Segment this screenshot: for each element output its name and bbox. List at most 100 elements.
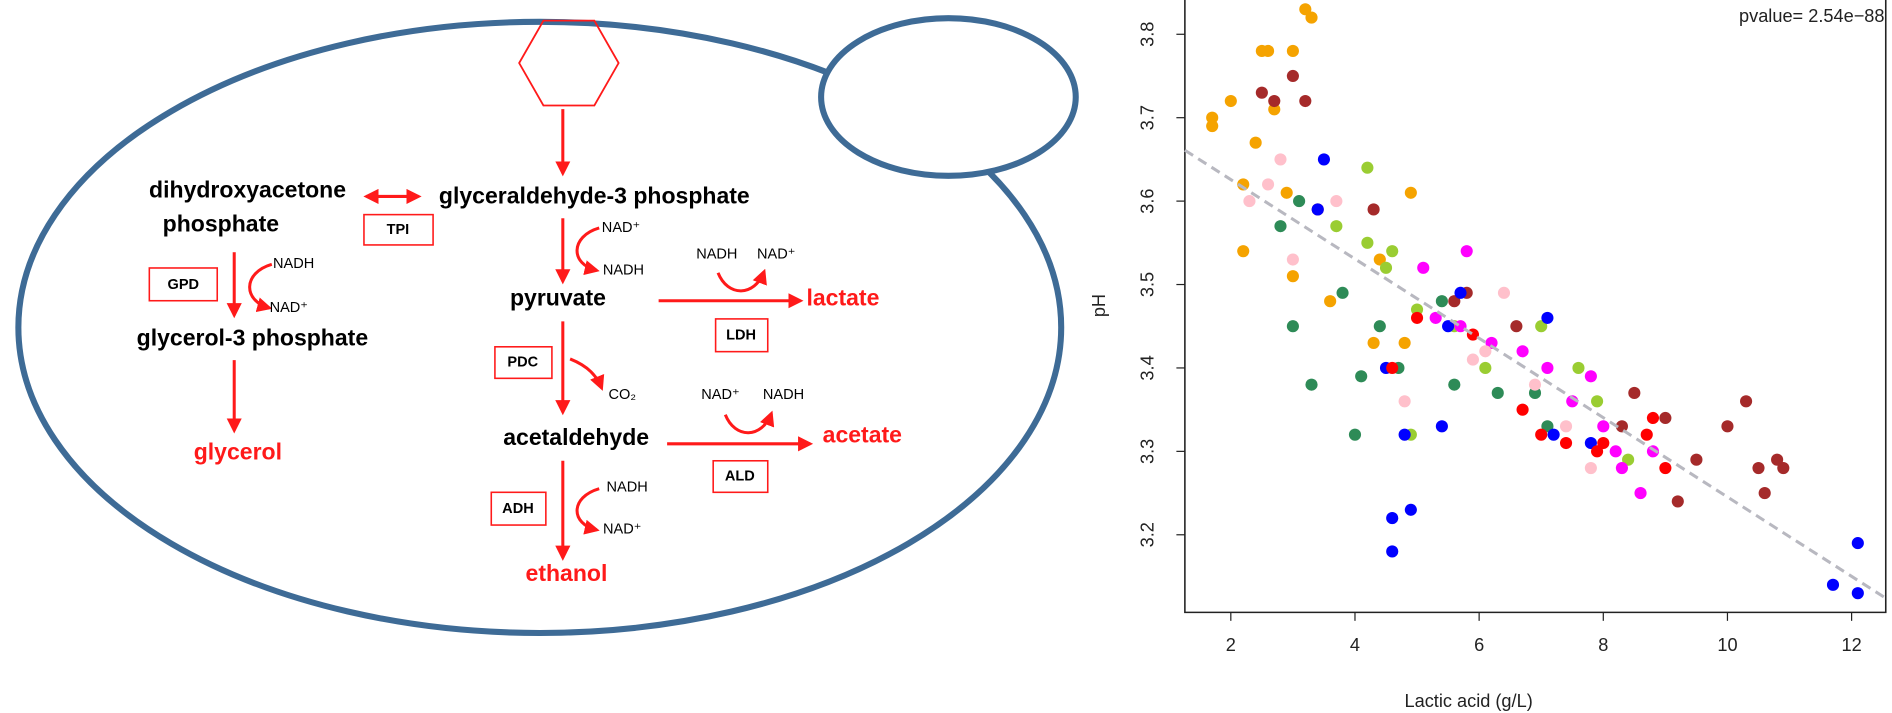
scatter-plot: Lactic acid (g/L) pH pvalue= 2.54e−88 2 4… — [1089, 0, 1886, 711]
point — [1517, 404, 1529, 416]
point — [1759, 487, 1771, 499]
y-axis-label: pH — [1089, 294, 1109, 317]
point — [1330, 195, 1342, 207]
point — [1225, 95, 1237, 107]
point — [1243, 195, 1255, 207]
point — [1336, 287, 1348, 299]
product-label: glycerol — [194, 439, 282, 465]
point — [1287, 70, 1299, 82]
point — [1411, 312, 1423, 324]
node-label: phosphate — [163, 211, 280, 237]
point — [1827, 579, 1839, 591]
cofactor-label: NADH — [696, 246, 737, 262]
y-tick-label: 3.7 — [1137, 105, 1157, 130]
enzyme-label: GPD — [168, 277, 200, 293]
point — [1386, 545, 1398, 557]
point — [1467, 354, 1479, 366]
point — [1355, 370, 1367, 382]
point — [1268, 95, 1280, 107]
point — [1610, 445, 1622, 457]
x-tick-label: 2 — [1226, 635, 1236, 655]
point — [1529, 379, 1541, 391]
enzyme-label: PDC — [507, 354, 538, 370]
cofactor-label: NAD⁺ — [603, 522, 641, 538]
point — [1386, 512, 1398, 524]
point — [1399, 337, 1411, 349]
point — [1597, 420, 1609, 432]
y-tick-label: 3.4 — [1137, 355, 1157, 380]
point — [1312, 203, 1324, 215]
point — [1361, 162, 1373, 174]
point — [1535, 429, 1547, 441]
annotation: pvalue= 2.54e−88 — [1739, 6, 1885, 26]
cofactor-label: NAD⁺ — [701, 387, 739, 403]
point — [1771, 454, 1783, 466]
point — [1262, 45, 1274, 57]
page: {"diagram": { "nodes": ["dihydroxyaceton… — [0, 0, 1892, 713]
cofactor-label: CO₂ — [609, 387, 636, 403]
x-tick-label: 8 — [1598, 635, 1608, 655]
point — [1386, 245, 1398, 257]
cofactor-label: NADH — [763, 387, 804, 403]
diagram: dihydroxyacetone phosphate glyceraldehyd… — [18, 18, 1075, 633]
x-tick-label: 10 — [1717, 635, 1737, 655]
point — [1721, 420, 1733, 432]
point — [1560, 437, 1572, 449]
point — [1659, 412, 1671, 424]
point — [1436, 420, 1448, 432]
y-tick-label: 3.3 — [1137, 439, 1157, 464]
point — [1287, 270, 1299, 282]
point — [1659, 462, 1671, 474]
point — [1548, 429, 1560, 441]
point — [1572, 362, 1584, 374]
enzyme-label: ADH — [502, 501, 534, 517]
figure: dihydroxyacetone phosphate glyceraldehyd… — [0, 0, 1892, 713]
enzyme-label: TPI — [387, 222, 410, 238]
point — [1299, 95, 1311, 107]
point — [1740, 395, 1752, 407]
point — [1274, 153, 1286, 165]
point — [1690, 454, 1702, 466]
point — [1374, 320, 1386, 332]
point — [1405, 504, 1417, 516]
cofactor-label: NAD⁺ — [270, 300, 308, 316]
point — [1324, 295, 1336, 307]
point — [1541, 362, 1553, 374]
node-label: acetaldehyde — [503, 424, 649, 450]
point — [1510, 320, 1522, 332]
point — [1641, 429, 1653, 441]
point — [1237, 245, 1249, 257]
point — [1262, 178, 1274, 190]
y-tick-label: 3.5 — [1137, 272, 1157, 297]
node-label: dihydroxyacetone — [149, 177, 346, 203]
point — [1330, 220, 1342, 232]
point — [1305, 379, 1317, 391]
x-tick-label: 6 — [1474, 635, 1484, 655]
point — [1517, 345, 1529, 357]
x-axis-label: Lactic acid (g/L) — [1404, 691, 1532, 711]
point — [1492, 387, 1504, 399]
product-label: lactate — [806, 285, 879, 311]
point — [1206, 112, 1218, 124]
point — [1591, 395, 1603, 407]
enzyme-label: ALD — [725, 468, 755, 484]
point — [1380, 262, 1392, 274]
point — [1461, 245, 1473, 257]
point — [1647, 412, 1659, 424]
product-label: acetate — [823, 422, 903, 448]
cofactor-label: NADH — [603, 262, 644, 278]
point — [1287, 45, 1299, 57]
point — [1399, 429, 1411, 441]
point — [1479, 345, 1491, 357]
point — [1386, 362, 1398, 374]
point — [1405, 187, 1417, 199]
x-tick-label: 4 — [1350, 635, 1360, 655]
point — [1585, 370, 1597, 382]
point — [1628, 387, 1640, 399]
point — [1560, 420, 1572, 432]
point — [1293, 195, 1305, 207]
point — [1417, 262, 1429, 274]
point — [1436, 295, 1448, 307]
y-tick-label: 3.8 — [1137, 22, 1157, 47]
bud — [821, 18, 1076, 176]
